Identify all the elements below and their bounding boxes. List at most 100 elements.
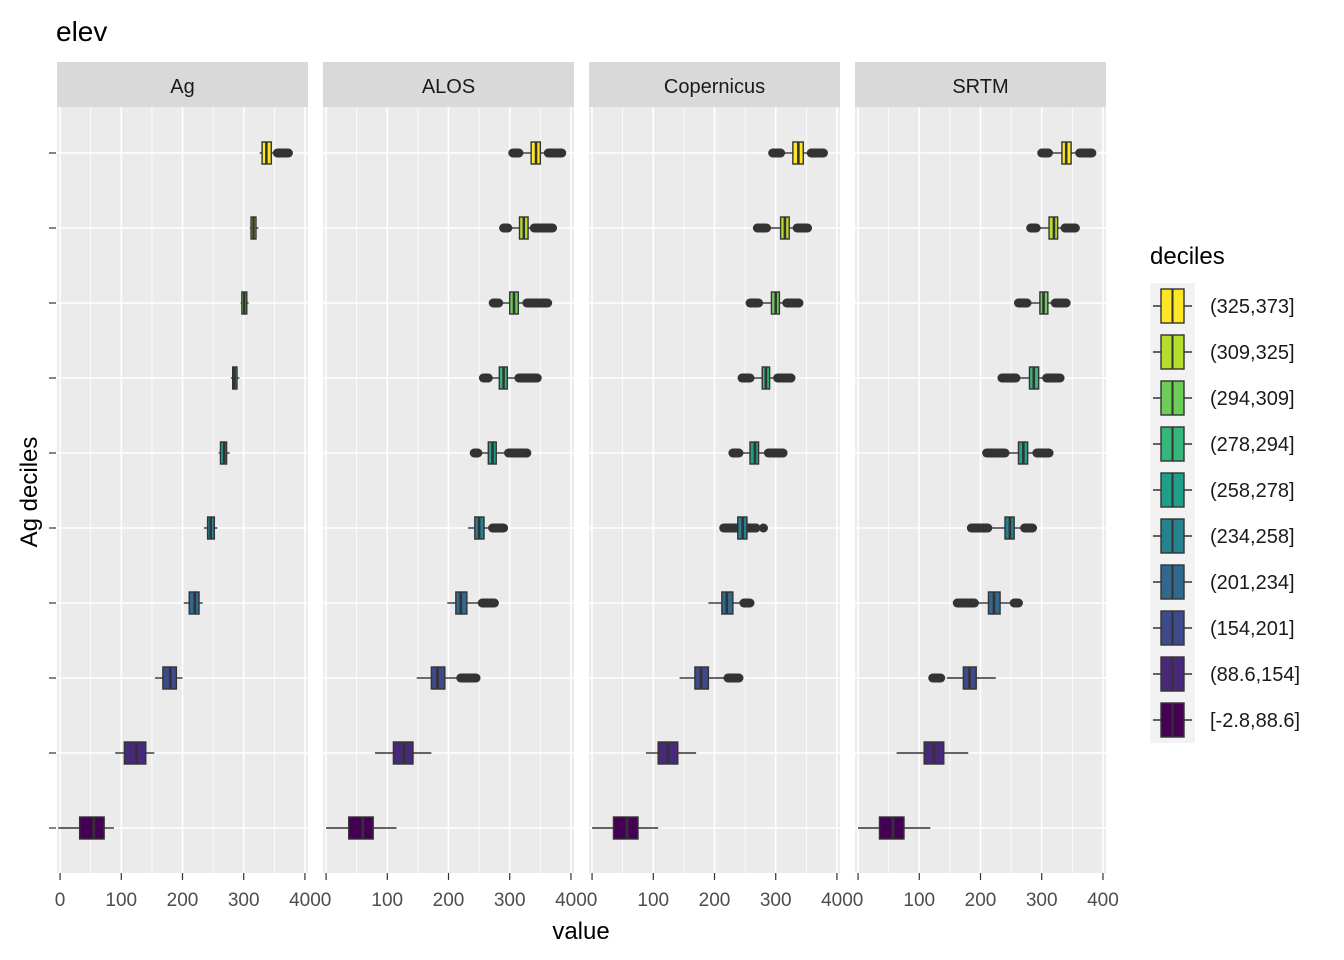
box-alos-9 bbox=[508, 141, 567, 165]
box-copernicus-7 bbox=[745, 291, 804, 315]
box-ag-7 bbox=[240, 291, 249, 315]
facet-strip bbox=[57, 62, 308, 107]
box-srtm-0 bbox=[858, 816, 931, 840]
x-axis: 0 100 200 300 400 bbox=[587, 873, 853, 911]
y-axis bbox=[49, 152, 56, 829]
box-alos-7 bbox=[488, 291, 553, 315]
box-alos-4 bbox=[468, 516, 509, 540]
box-ag-5 bbox=[218, 441, 230, 465]
x-tick-label: 100 bbox=[371, 890, 403, 911]
legend-item: (258,278] bbox=[1153, 472, 1295, 508]
box-copernicus-5 bbox=[728, 441, 788, 465]
box-srtm-7 bbox=[1013, 291, 1071, 315]
legend-label: (294,309] bbox=[1210, 388, 1295, 410]
legend-label: (258,278] bbox=[1210, 480, 1295, 502]
facet-copernicus: Copernicus 0 100 200 300 400 bbox=[587, 62, 853, 911]
x-tick-label: 200 bbox=[699, 890, 731, 911]
box-copernicus-0 bbox=[592, 816, 659, 840]
legend-title: deciles bbox=[1150, 243, 1225, 270]
x-tick-label: 200 bbox=[167, 890, 199, 911]
legend-item: (201,234] bbox=[1153, 564, 1295, 600]
box-srtm-5 bbox=[982, 441, 1054, 465]
legend-item: (309,325] bbox=[1153, 334, 1295, 370]
legend-item: (154,201] bbox=[1153, 610, 1295, 646]
box-copernicus-8 bbox=[752, 216, 813, 240]
x-tick-label: 200 bbox=[433, 890, 465, 911]
x-tick-label: 0 bbox=[321, 890, 332, 911]
legend-item: (325,373] bbox=[1153, 288, 1295, 324]
x-tick-label: 400 bbox=[289, 890, 321, 911]
x-axis: 0 100 200 300 400 bbox=[55, 873, 321, 911]
facet-panels: Ag 0 100 200 300 400 ALOS 0 100 200 300 400 Copernic… bbox=[49, 62, 1119, 911]
box-alos-2 bbox=[416, 666, 481, 690]
box-ag-6 bbox=[230, 366, 240, 390]
box-alos-8 bbox=[499, 216, 558, 240]
legend-label: (234,258] bbox=[1210, 526, 1295, 548]
x-tick-label: 300 bbox=[1026, 890, 1058, 911]
facet-alos: ALOS 0 100 200 300 400 bbox=[321, 62, 587, 911]
x-tick-label: 0 bbox=[853, 890, 864, 911]
legend-label: (154,201] bbox=[1210, 618, 1295, 640]
x-tick-label: 0 bbox=[587, 890, 598, 911]
box-ag-4 bbox=[203, 516, 218, 540]
box-body bbox=[348, 816, 374, 840]
legend-label: [-2.8,88.6] bbox=[1210, 710, 1300, 732]
facet-strip bbox=[589, 62, 840, 107]
x-tick-label: 400 bbox=[1087, 890, 1119, 911]
facet-strip-label: Copernicus bbox=[664, 76, 765, 98]
box-srtm-1 bbox=[896, 741, 969, 765]
x-tick-label: 300 bbox=[228, 890, 260, 911]
legend-item: (278,294] bbox=[1153, 426, 1295, 462]
box-srtm-3 bbox=[952, 591, 1023, 615]
x-tick-label: 300 bbox=[494, 890, 526, 911]
facet-strip-label: Ag bbox=[170, 76, 194, 98]
y-axis-title: Ag deciles bbox=[16, 437, 43, 548]
legend-item: (88.6,154] bbox=[1153, 656, 1300, 692]
box-alos-3 bbox=[447, 591, 499, 615]
legend-label: (309,325] bbox=[1210, 342, 1295, 364]
box-ag-2 bbox=[154, 666, 183, 690]
x-axis: 0 100 200 300 400 bbox=[853, 873, 1119, 911]
legend-label: (325,373] bbox=[1210, 296, 1295, 318]
legend-label: (88.6,154] bbox=[1210, 664, 1300, 686]
x-tick-label: 100 bbox=[637, 890, 669, 911]
box-body bbox=[123, 741, 147, 765]
chart-title: elev bbox=[56, 16, 107, 47]
facet-srtm: SRTM 0 100 200 300 400 bbox=[853, 62, 1119, 911]
outlier-point bbox=[758, 523, 768, 533]
box-ag-1 bbox=[115, 741, 155, 765]
box-copernicus-9 bbox=[768, 141, 828, 165]
box-ag-0 bbox=[58, 816, 114, 840]
legend-item: [-2.8,88.6] bbox=[1153, 702, 1300, 738]
x-axis-title: value bbox=[552, 918, 609, 945]
x-tick-label: 400 bbox=[555, 890, 587, 911]
box-alos-5 bbox=[469, 441, 532, 465]
legend-item: (234,258] bbox=[1153, 518, 1295, 554]
legend-label: (278,294] bbox=[1210, 434, 1295, 456]
box-srtm-9 bbox=[1037, 141, 1097, 165]
box-srtm-8 bbox=[1026, 216, 1080, 240]
box-srtm-6 bbox=[997, 366, 1065, 390]
facet-strip-label: SRTM bbox=[952, 76, 1008, 98]
box-copernicus-1 bbox=[645, 741, 697, 765]
facet-strip bbox=[323, 62, 574, 107]
x-tick-label: 400 bbox=[821, 890, 853, 911]
box-alos-0 bbox=[326, 816, 397, 840]
x-axis: 0 100 200 300 400 bbox=[321, 873, 587, 911]
box-srtm-2 bbox=[928, 666, 996, 690]
x-tick-label: 100 bbox=[903, 890, 935, 911]
legend: deciles (325,373] (309,325] (294,309] (278,2… bbox=[1150, 243, 1300, 743]
box-ag-3 bbox=[183, 591, 203, 615]
box-ag-9 bbox=[259, 141, 293, 165]
box-copernicus-4 bbox=[719, 516, 768, 540]
legend-item: (294,309] bbox=[1153, 380, 1295, 416]
facet-strip bbox=[855, 62, 1106, 107]
box-copernicus-3 bbox=[708, 591, 755, 615]
facet-strip-label: ALOS bbox=[422, 76, 475, 98]
facet-ag: Ag 0 100 200 300 400 bbox=[55, 62, 321, 911]
box-srtm-4 bbox=[966, 516, 1038, 540]
box-ag-8 bbox=[249, 216, 259, 240]
legend-label: (201,234] bbox=[1210, 572, 1295, 594]
box-copernicus-2 bbox=[679, 666, 744, 690]
